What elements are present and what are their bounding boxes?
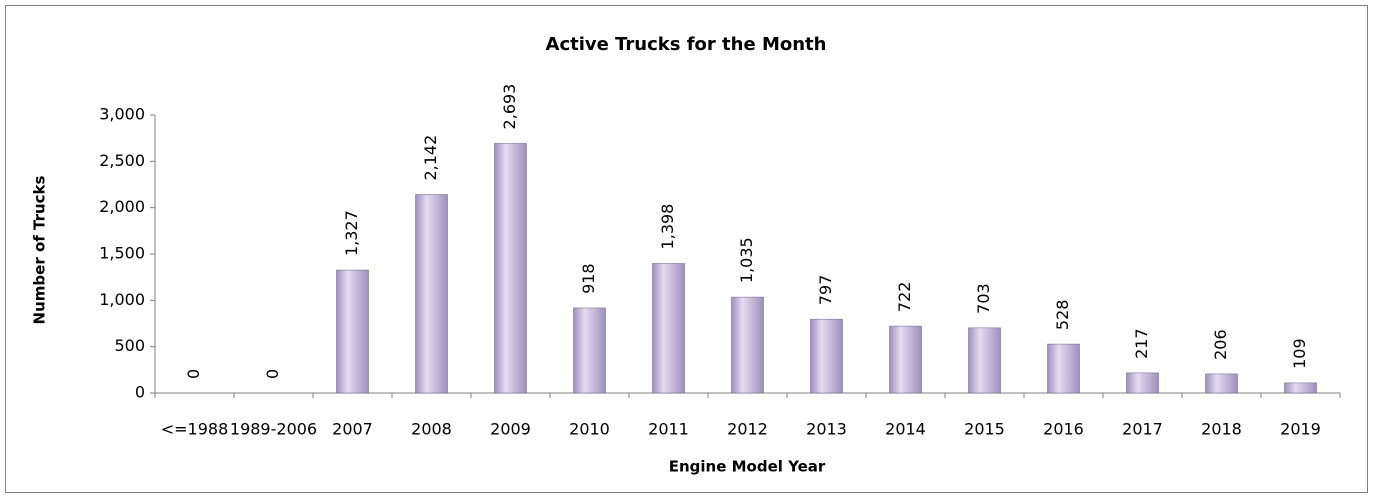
bar <box>415 194 448 394</box>
x-tick-label: 1989-2006 <box>230 420 317 439</box>
value-label: 206 <box>1211 329 1230 360</box>
bar <box>1126 372 1159 394</box>
bar <box>1047 343 1080 394</box>
x-tick-label: 2012 <box>727 420 768 439</box>
bar <box>652 263 685 394</box>
x-tick-label: 2014 <box>885 420 926 439</box>
value-label: 797 <box>816 275 835 306</box>
x-tick-label: 2015 <box>964 420 1005 439</box>
value-label: 0 <box>184 369 203 379</box>
value-label: 2,693 <box>500 84 519 130</box>
bar <box>573 307 606 394</box>
y-tick-label: 1,500 <box>99 244 145 263</box>
x-tick-label: 2018 <box>1201 420 1242 439</box>
x-tick-label: 2019 <box>1280 420 1321 439</box>
y-axis-label: Number of Trucks <box>31 175 49 324</box>
value-label: 217 <box>1132 328 1151 359</box>
value-label: 0 <box>263 369 282 379</box>
x-tick-label: 2017 <box>1122 420 1163 439</box>
y-tick-label: 500 <box>114 336 145 355</box>
bar <box>336 269 369 394</box>
value-label: 1,398 <box>658 204 677 250</box>
x-tick-label: <=1988 <box>161 420 229 439</box>
x-tick-label: 2013 <box>806 420 847 439</box>
value-label: 528 <box>1053 300 1072 331</box>
value-label: 109 <box>1290 338 1309 369</box>
value-label: 918 <box>579 263 598 294</box>
x-tick-label: 2011 <box>648 420 689 439</box>
bar <box>810 318 843 394</box>
y-tick-label: 2,000 <box>99 197 145 216</box>
value-label: 1,327 <box>342 210 361 256</box>
chart-title: Active Trucks for the Month <box>546 34 827 55</box>
bar <box>1205 373 1238 394</box>
bar <box>1284 382 1317 394</box>
y-tick-label: 0 <box>135 383 145 402</box>
chart-border <box>5 5 1368 493</box>
x-tick-label: 2016 <box>1043 420 1084 439</box>
value-label: 722 <box>895 282 914 313</box>
bar <box>889 325 922 394</box>
bar <box>494 143 527 394</box>
x-axis-label: Engine Model Year <box>669 458 826 476</box>
x-tick-label: 2010 <box>569 420 610 439</box>
bar <box>968 327 1001 394</box>
value-label: 2,142 <box>421 135 440 181</box>
x-tick-label: 2009 <box>490 420 531 439</box>
y-tick-label: 3,000 <box>99 105 145 124</box>
x-tick-label: 2008 <box>411 420 452 439</box>
value-label: 703 <box>974 283 993 314</box>
x-tick-label: 2007 <box>332 420 373 439</box>
y-tick-label: 2,500 <box>99 151 145 170</box>
value-label: 1,035 <box>737 237 756 283</box>
y-tick-label: 1,000 <box>99 290 145 309</box>
bar <box>731 296 764 394</box>
